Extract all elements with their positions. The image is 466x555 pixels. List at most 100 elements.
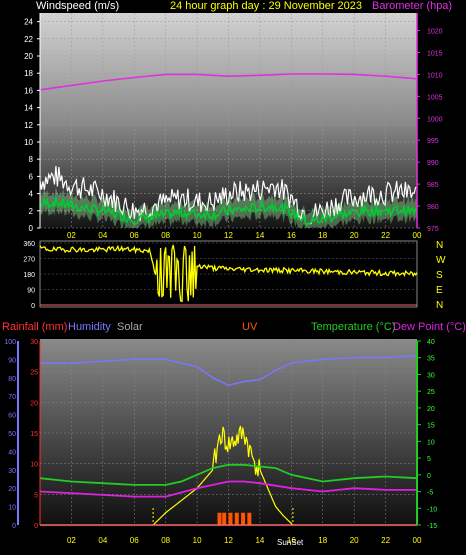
dewpoint-line bbox=[39, 480, 417, 498]
temperature-y-tick-label: 0 bbox=[427, 473, 431, 480]
humidity-y-tick-label: 60 bbox=[8, 413, 16, 420]
wind-axis-title: Windspeed (m/s) bbox=[36, 0, 119, 12]
x-tick-label: 08 bbox=[161, 536, 170, 545]
humidity-y-tick-label: 70 bbox=[8, 394, 16, 401]
x-tick-label: 22 bbox=[381, 231, 390, 240]
wind-panel-marks bbox=[39, 73, 418, 228]
uv-bar bbox=[247, 512, 252, 525]
x-tick-label: 00 bbox=[413, 231, 422, 240]
x-tick-label: 20 bbox=[350, 536, 359, 545]
temperature-legend: Temperature (°C) bbox=[311, 321, 395, 333]
uv-bar bbox=[217, 512, 222, 525]
x-tick-label: 18 bbox=[318, 536, 327, 545]
direction-y-tick-label: 360 bbox=[23, 241, 35, 248]
humidity-y-tick-label: 50 bbox=[8, 431, 16, 438]
humidity-legend: Humidity bbox=[68, 321, 111, 333]
x-tick-label: 10 bbox=[193, 536, 202, 545]
humidity-y-tick-label: 30 bbox=[8, 468, 16, 475]
wind-gust-line bbox=[39, 165, 418, 226]
dewpoint-legend: Dew Point (°C) bbox=[393, 321, 466, 333]
barometer-y-tick-label: 980 bbox=[427, 204, 439, 211]
graph-date-title: 24 hour graph day : 29 November 2023 bbox=[170, 0, 362, 12]
temperature-y-tick-label: -5 bbox=[427, 490, 433, 497]
barometer-y-tick-label: 990 bbox=[427, 160, 439, 167]
wind-y-tick-label: 4 bbox=[29, 190, 34, 199]
rain-y-tick-label: 5 bbox=[34, 492, 38, 499]
x-tick-label: 14 bbox=[255, 536, 264, 545]
rain-y-tick-label: 0 bbox=[34, 523, 38, 530]
compass-label: W bbox=[436, 255, 446, 266]
rain-y-tick-label: 20 bbox=[30, 400, 38, 407]
compass-label: N bbox=[436, 240, 443, 251]
compass-label: E bbox=[436, 285, 443, 296]
wind-y-tick-label: 10 bbox=[24, 138, 33, 147]
barometer-y-tick-label: 1020 bbox=[427, 29, 443, 36]
climate-panel-axes: 0102030405060708090100051015202530-15-10… bbox=[4, 339, 437, 545]
direction-y-tick-label: 0 bbox=[31, 303, 35, 310]
wind-panel-axes: 0246810121416182022249759809859909951000… bbox=[24, 13, 443, 240]
humidity-y-tick-label: 20 bbox=[8, 486, 16, 493]
direction-line bbox=[39, 244, 418, 303]
barometer-y-tick-label: 1015 bbox=[427, 50, 443, 57]
compass-label: N bbox=[436, 300, 443, 311]
x-tick-label: 04 bbox=[98, 231, 107, 240]
compass-label: S bbox=[436, 270, 443, 281]
uv-bar bbox=[222, 512, 227, 525]
uv-bar bbox=[234, 512, 239, 525]
wind-y-tick-label: 6 bbox=[29, 172, 34, 181]
temperature-y-tick-label: 35 bbox=[427, 356, 435, 363]
direction-y-tick-label: 180 bbox=[23, 272, 35, 279]
x-tick-label: 08 bbox=[161, 231, 170, 240]
x-tick-label: 10 bbox=[193, 231, 202, 240]
barometer-y-tick-label: 1005 bbox=[427, 94, 443, 101]
barometer-y-tick-label: 1010 bbox=[427, 72, 443, 79]
barometer-axis-title: Barometer (hpa) bbox=[372, 0, 452, 12]
wind-y-tick-label: 22 bbox=[24, 35, 33, 44]
solar-legend: Solar bbox=[117, 321, 143, 333]
uv-bar bbox=[228, 512, 233, 525]
wind-panel-grid bbox=[40, 13, 418, 229]
uv-legend: UV bbox=[242, 321, 258, 333]
wind-y-tick-label: 18 bbox=[24, 69, 33, 78]
temperature-y-tick-label: 20 bbox=[427, 406, 435, 413]
humidity-line bbox=[40, 354, 418, 386]
sunset-label: SunSet bbox=[277, 538, 304, 547]
x-tick-label: 12 bbox=[224, 231, 233, 240]
temperature-y-tick-label: 30 bbox=[427, 372, 435, 379]
humidity-y-tick-label: 0 bbox=[12, 523, 16, 530]
solar-line bbox=[152, 425, 294, 526]
barometer-y-tick-label: 985 bbox=[427, 182, 439, 189]
temperature-y-tick-label: -15 bbox=[427, 523, 437, 530]
wind-y-tick-label: 0 bbox=[29, 224, 34, 233]
x-tick-label: 06 bbox=[130, 231, 139, 240]
humidity-y-tick-label: 100 bbox=[4, 339, 16, 346]
wind-y-tick-label: 24 bbox=[24, 18, 33, 27]
wind-average-line bbox=[39, 196, 418, 228]
rain-y-tick-label: 30 bbox=[30, 339, 38, 346]
barometer-y-tick-label: 975 bbox=[427, 226, 439, 233]
x-tick-label: 12 bbox=[224, 536, 233, 545]
humidity-y-tick-label: 90 bbox=[8, 357, 16, 364]
temperature-y-tick-label: 15 bbox=[427, 423, 435, 430]
x-tick-label: 02 bbox=[67, 231, 76, 240]
wind-y-tick-label: 12 bbox=[24, 121, 33, 130]
wind-y-tick-label: 2 bbox=[29, 207, 34, 216]
barometer-line bbox=[39, 73, 418, 91]
x-tick-label: 04 bbox=[98, 536, 107, 545]
rain-y-tick-label: 25 bbox=[30, 370, 38, 377]
rain-y-tick-label: 10 bbox=[30, 462, 38, 469]
climate-panel-marks bbox=[39, 354, 418, 526]
barometer-y-tick-label: 995 bbox=[427, 138, 439, 145]
humidity-y-tick-label: 10 bbox=[8, 505, 16, 512]
temperature-y-tick-label: -10 bbox=[427, 506, 437, 513]
x-tick-label: 16 bbox=[287, 231, 296, 240]
wind-y-tick-label: 14 bbox=[24, 104, 33, 113]
barometer-y-tick-label: 1000 bbox=[427, 116, 443, 123]
humidity-y-tick-label: 80 bbox=[8, 376, 16, 383]
x-tick-label: 18 bbox=[318, 231, 327, 240]
direction-y-tick-label: 270 bbox=[23, 257, 35, 264]
x-tick-label: 20 bbox=[350, 231, 359, 240]
temperature-y-tick-label: 5 bbox=[427, 456, 431, 463]
